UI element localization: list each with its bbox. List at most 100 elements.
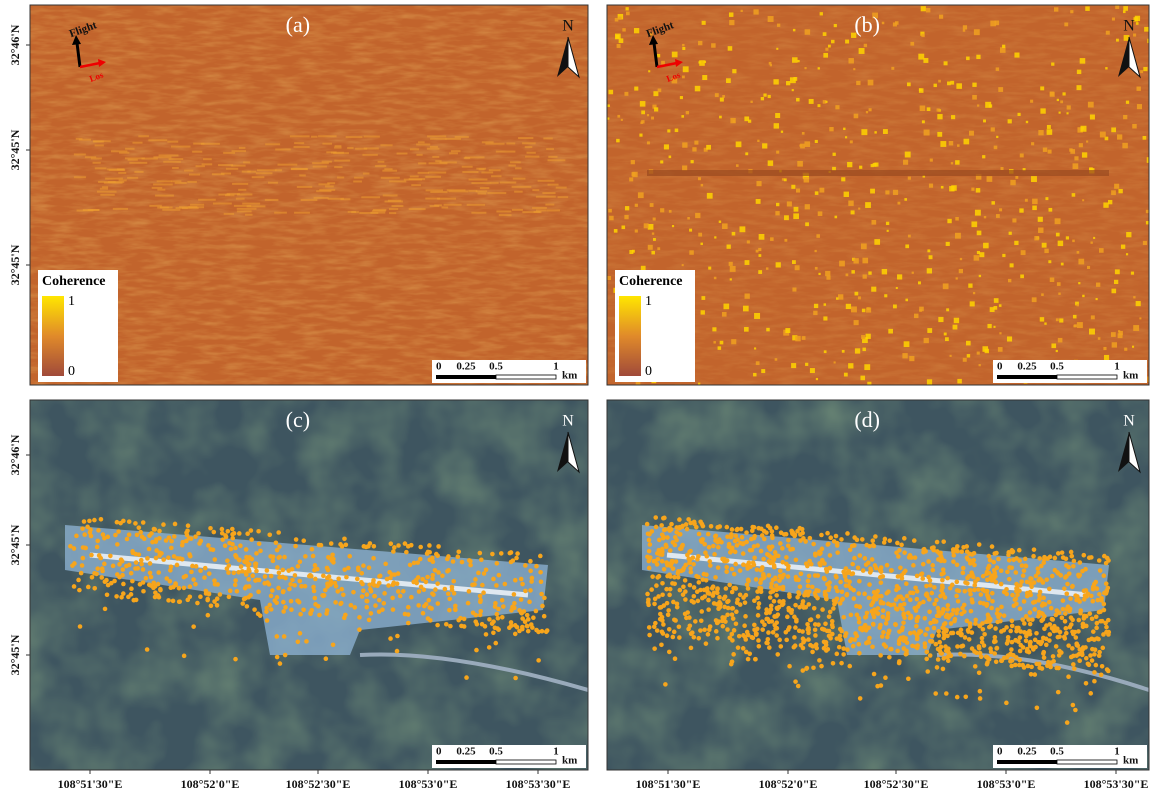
speckle — [698, 383, 700, 385]
speckle — [1090, 241, 1092, 243]
point — [212, 557, 217, 562]
point — [717, 595, 722, 600]
speckle — [607, 104, 610, 107]
point — [1071, 703, 1076, 708]
point — [1047, 587, 1052, 592]
point — [727, 544, 732, 549]
point — [924, 592, 929, 597]
point — [965, 581, 970, 586]
streak — [93, 162, 101, 164]
point — [835, 652, 840, 657]
point — [711, 593, 716, 598]
point — [86, 585, 91, 590]
speckle — [1048, 260, 1051, 263]
speckle — [1144, 27, 1149, 32]
point — [141, 589, 146, 594]
point — [955, 588, 960, 593]
point — [735, 543, 740, 548]
point — [256, 590, 261, 595]
speckle — [757, 140, 759, 142]
speckle — [786, 81, 790, 85]
speckle — [939, 15, 943, 19]
point — [233, 553, 238, 558]
streak — [203, 158, 212, 160]
point — [1056, 551, 1061, 556]
point — [517, 608, 522, 613]
point — [233, 657, 238, 662]
point — [710, 586, 715, 591]
point — [523, 589, 528, 594]
point — [415, 560, 420, 565]
speckle — [618, 17, 621, 20]
speckle — [732, 232, 736, 236]
speckle — [640, 121, 643, 124]
point — [1016, 639, 1021, 644]
point — [858, 553, 863, 558]
point — [1065, 720, 1070, 725]
point — [89, 553, 94, 558]
point — [968, 624, 973, 629]
speckle — [1019, 208, 1023, 212]
point — [930, 633, 935, 638]
point — [1026, 664, 1031, 669]
scale-unit: km — [1123, 370, 1138, 382]
point — [915, 589, 920, 594]
streak — [449, 152, 458, 154]
point — [1047, 632, 1052, 637]
point — [969, 609, 974, 614]
streak — [79, 139, 91, 141]
point — [81, 556, 86, 561]
point — [856, 642, 861, 647]
speckle — [653, 218, 656, 221]
point — [1044, 643, 1049, 648]
speckle — [753, 373, 756, 376]
speckle — [635, 229, 638, 232]
point — [491, 577, 496, 582]
point — [811, 542, 816, 547]
point — [945, 576, 950, 581]
speckle — [644, 223, 649, 228]
point — [359, 580, 364, 585]
speckle — [863, 274, 867, 278]
point — [851, 644, 856, 649]
point — [855, 538, 860, 543]
point — [910, 644, 915, 649]
speckle — [864, 364, 870, 370]
point — [879, 683, 884, 688]
point — [752, 563, 757, 568]
scale-bar — [1057, 760, 1117, 764]
point — [786, 606, 791, 611]
speckle — [1015, 176, 1018, 179]
speckle — [1132, 346, 1134, 348]
point — [490, 621, 495, 626]
point — [299, 584, 304, 589]
point — [237, 558, 242, 563]
speckle — [689, 229, 692, 232]
point — [764, 617, 769, 622]
speckle — [695, 86, 701, 92]
speckle — [719, 221, 721, 223]
point — [725, 600, 730, 605]
speckle — [1082, 295, 1084, 297]
scale-tick: 0.5 — [489, 361, 503, 373]
point — [668, 574, 673, 579]
point — [1037, 640, 1042, 645]
point — [677, 517, 682, 522]
speckle — [652, 232, 654, 234]
point — [206, 613, 211, 618]
point — [144, 576, 149, 581]
point — [225, 558, 230, 563]
speckle — [929, 184, 933, 188]
point — [687, 561, 692, 566]
point — [852, 543, 857, 548]
streak — [95, 144, 104, 146]
speckle — [853, 258, 858, 263]
point — [773, 614, 778, 619]
streak — [274, 212, 287, 214]
point — [724, 565, 729, 570]
point — [730, 606, 735, 611]
speckle — [1135, 16, 1140, 21]
point — [882, 642, 887, 647]
point — [391, 607, 396, 612]
speckle — [946, 308, 949, 311]
